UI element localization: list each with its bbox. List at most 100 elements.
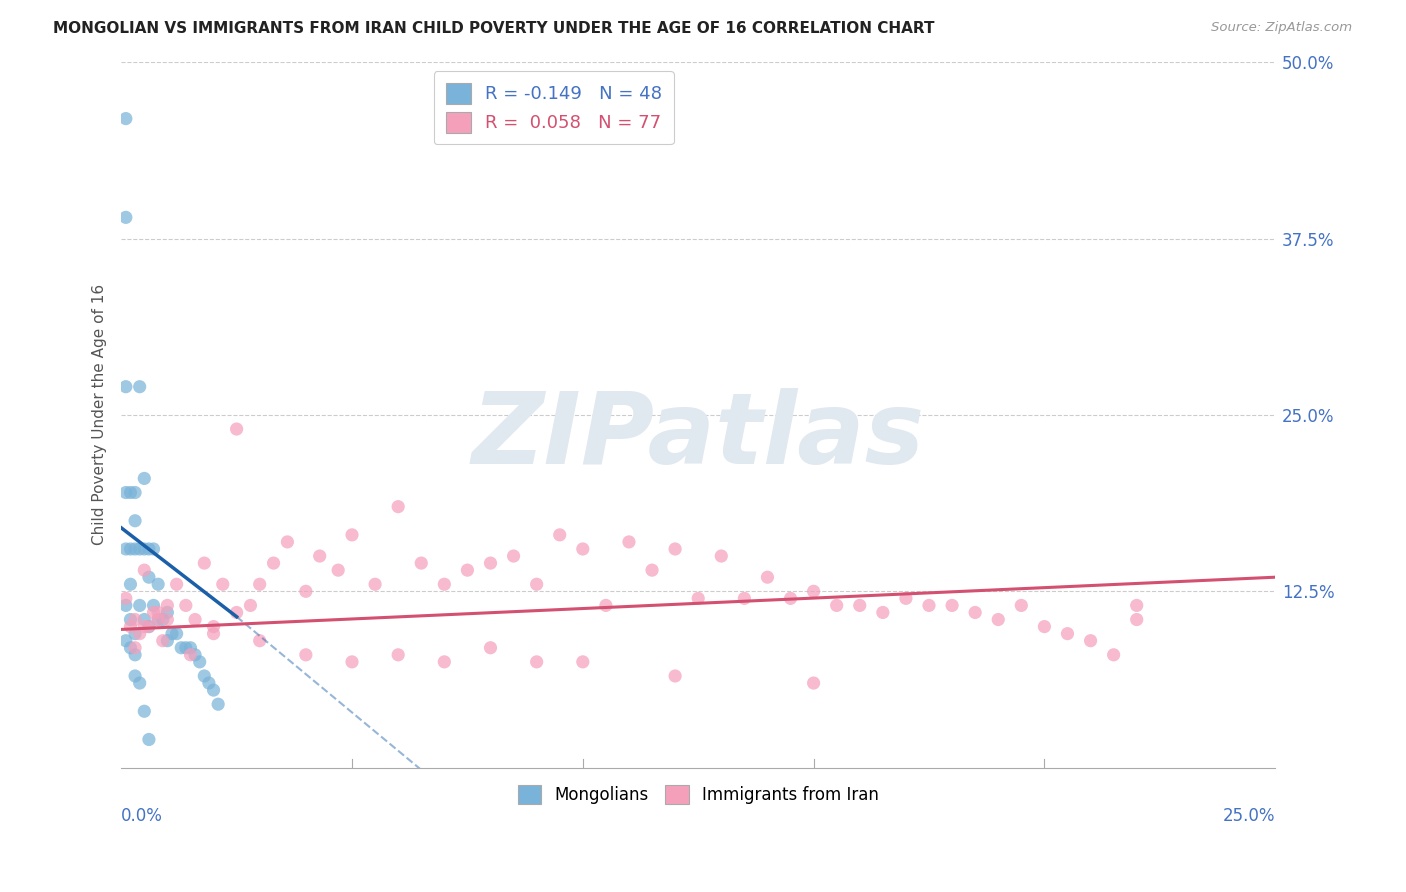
Point (733, 591, 755, 606)
Point (872, 606, 894, 620)
Point (595, 599, 617, 613)
Point (134, 471, 156, 485)
Point (124, 669, 146, 683)
Point (134, 619, 156, 633)
Point (664, 541, 686, 556)
Point (128, 541, 150, 556)
Point (502, 549, 524, 563)
Point (211, 577, 233, 591)
Point (894, 591, 917, 606)
Point (134, 613, 156, 627)
Point (134, 563, 156, 577)
Point (142, 541, 165, 556)
Point (114, 485, 136, 500)
Point (114, 591, 136, 606)
Point (572, 541, 595, 556)
Point (340, 528, 363, 542)
Point (156, 599, 179, 613)
Point (128, 676, 150, 690)
Point (120, 485, 142, 500)
Point (1033, 619, 1056, 633)
Point (134, 704, 156, 718)
Point (1010, 599, 1032, 613)
Point (114, 380, 136, 394)
Point (146, 613, 169, 627)
Point (114, 211, 136, 225)
Point (124, 626, 146, 640)
Text: 25.0%: 25.0% (1223, 806, 1275, 824)
Point (387, 648, 409, 662)
Point (308, 549, 330, 563)
Point (617, 535, 640, 549)
Point (124, 640, 146, 655)
Point (1125, 599, 1147, 613)
Point (156, 613, 179, 627)
Point (941, 599, 963, 613)
Point (156, 633, 179, 648)
Point (239, 599, 262, 613)
Point (174, 640, 197, 655)
Point (456, 563, 478, 577)
Point (433, 655, 456, 669)
Point (479, 556, 502, 570)
Point (340, 655, 363, 669)
Point (825, 599, 848, 613)
Point (198, 676, 221, 690)
Point (918, 599, 941, 613)
Point (249, 577, 271, 591)
Point (124, 613, 146, 627)
Point (1080, 633, 1102, 648)
Point (166, 577, 188, 591)
Point (710, 549, 733, 563)
Point (295, 648, 318, 662)
Point (387, 500, 409, 514)
Point (128, 380, 150, 394)
Point (138, 619, 160, 633)
Point (328, 563, 350, 577)
Point (1056, 626, 1078, 640)
Point (688, 591, 710, 606)
Point (276, 535, 298, 549)
Point (134, 541, 156, 556)
Point (152, 613, 174, 627)
Point (146, 606, 169, 620)
Point (124, 541, 146, 556)
Point (756, 570, 779, 584)
Point (548, 528, 571, 542)
Point (120, 619, 142, 633)
Point (152, 633, 174, 648)
Point (263, 556, 285, 570)
Point (170, 640, 193, 655)
Point (987, 613, 1010, 627)
Point (526, 577, 548, 591)
Point (184, 613, 207, 627)
Point (146, 577, 169, 591)
Point (572, 655, 595, 669)
Point (124, 648, 146, 662)
Point (156, 606, 179, 620)
Point (433, 577, 456, 591)
Point (179, 648, 201, 662)
Point (124, 485, 146, 500)
Point (1125, 613, 1147, 627)
Point (166, 626, 188, 640)
Point (120, 541, 142, 556)
Point (188, 655, 211, 669)
Point (142, 599, 165, 613)
Point (128, 599, 150, 613)
Point (1102, 648, 1125, 662)
Point (120, 640, 142, 655)
Point (848, 599, 870, 613)
Text: Source: ZipAtlas.com: Source: ZipAtlas.com (1212, 21, 1353, 34)
Point (114, 541, 136, 556)
Point (193, 556, 215, 570)
Point (193, 669, 215, 683)
Point (225, 606, 247, 620)
Legend: Mongolians, Immigrants from Iran: Mongolians, Immigrants from Iran (509, 776, 887, 813)
Point (364, 577, 387, 591)
Point (160, 626, 183, 640)
Text: MONGOLIAN VS IMMIGRANTS FROM IRAN CHILD POVERTY UNDER THE AGE OF 16 CORRELATION : MONGOLIAN VS IMMIGRANTS FROM IRAN CHILD … (53, 21, 935, 36)
Text: ZIPatlas: ZIPatlas (471, 388, 925, 484)
Point (114, 112, 136, 126)
Text: 0.0%: 0.0% (121, 806, 163, 824)
